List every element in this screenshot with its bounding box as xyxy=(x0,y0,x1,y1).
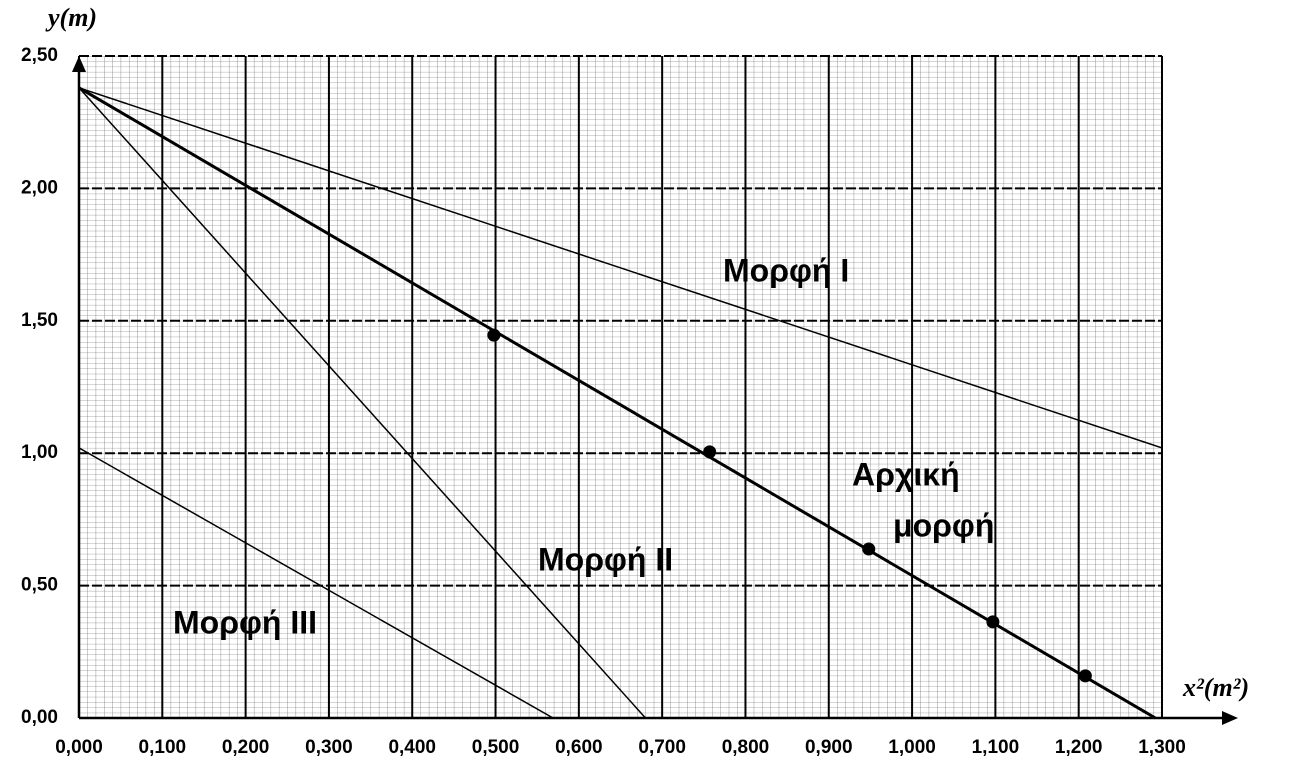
x-tick-label: 1,000 xyxy=(888,737,936,758)
line xyxy=(78,447,554,719)
x-axis-label: x²(m²) xyxy=(1182,673,1249,702)
y-tick-label: 0,50 xyxy=(21,575,58,596)
data-point xyxy=(703,445,717,459)
y-tick-label: 2,00 xyxy=(21,177,58,198)
annotation: Μορφή II xyxy=(538,541,673,577)
x-tick-label: 0,800 xyxy=(722,737,770,758)
y-tick-label: 1,50 xyxy=(21,310,58,331)
x-tick-label: 0,200 xyxy=(222,737,270,758)
annotation: μορφή xyxy=(893,507,994,543)
line xyxy=(78,87,647,719)
x-tick-label: 1,100 xyxy=(972,737,1020,758)
annotation: Μορφή III xyxy=(173,604,317,640)
y-tick-label: 0,00 xyxy=(21,707,58,728)
data-point xyxy=(1078,669,1092,683)
x-tick-label: 0,700 xyxy=(638,737,686,758)
x-tick-label: 0,500 xyxy=(472,737,520,758)
y-tick-label: 1,00 xyxy=(21,442,58,463)
line xyxy=(78,87,1163,449)
y-tick-label: 2,50 xyxy=(21,45,58,66)
annotation: Μορφή I xyxy=(723,252,849,288)
line xyxy=(78,86,1157,720)
data-point xyxy=(986,615,1000,629)
x-tick-label: 0,600 xyxy=(555,737,603,758)
x-tick-label: 1,300 xyxy=(1138,737,1186,758)
data-point xyxy=(862,542,876,556)
x-tick-label: 0,100 xyxy=(139,737,187,758)
y-axis-label: y(m) xyxy=(45,3,97,32)
plot xyxy=(78,86,1163,720)
x-tick-label: 0,000 xyxy=(55,737,103,758)
x-arrow xyxy=(1222,711,1238,725)
x-tick-label: 0,900 xyxy=(805,737,853,758)
x-tick-label: 0,300 xyxy=(305,737,353,758)
annotation: Αρχική xyxy=(852,456,960,492)
data-point xyxy=(487,328,501,342)
x-tick-label: 1,200 xyxy=(1055,737,1103,758)
x-tick-label: 0,400 xyxy=(388,737,436,758)
y-arrow xyxy=(72,56,86,72)
minor-grid xyxy=(79,56,1162,718)
